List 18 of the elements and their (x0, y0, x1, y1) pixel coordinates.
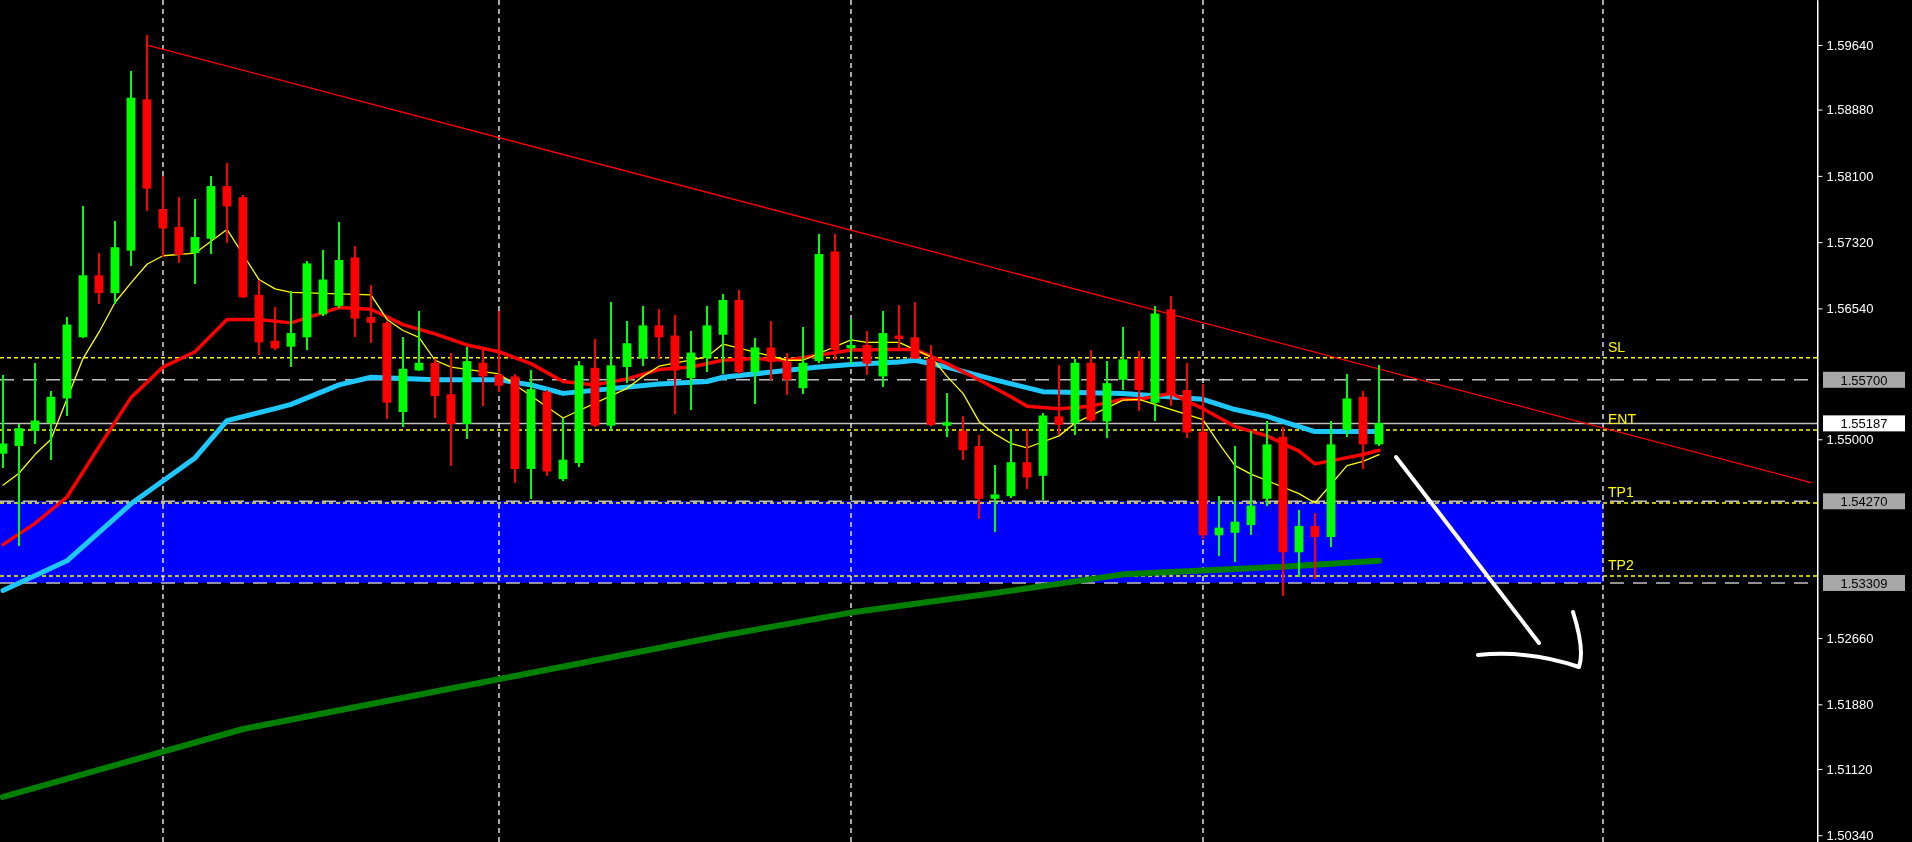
y-tick-label: 1.59640 (1826, 37, 1874, 53)
ref-line-label: SL (1608, 338, 1626, 355)
y-tick-label: 1.50340 (1826, 827, 1874, 842)
y-tick-label: 1.57320 (1826, 234, 1874, 250)
ref-line-label: 1.54270 (1840, 494, 1888, 510)
ref-line-label: 1.55700 (1840, 372, 1888, 388)
ref-line-label: 1.53309 (1840, 575, 1888, 591)
ref-line-label: ENT (1608, 410, 1637, 427)
y-tick-label: 1.58100 (1826, 168, 1874, 184)
y-tick-label: 1.52660 (1826, 630, 1874, 646)
y-tick-label: 1.51880 (1826, 697, 1874, 713)
y-tick-label: 1.55000 (1826, 431, 1874, 447)
y-tick-label: 1.56540 (1826, 301, 1874, 317)
ref-line-label: TP1 (1608, 483, 1634, 500)
ref-line-label: TP2 (1608, 557, 1634, 574)
ref-line-label: 1.55187 (1840, 416, 1888, 432)
y-tick-label: 1.51120 (1826, 761, 1873, 777)
y-tick-label: 1.58880 (1826, 102, 1874, 118)
